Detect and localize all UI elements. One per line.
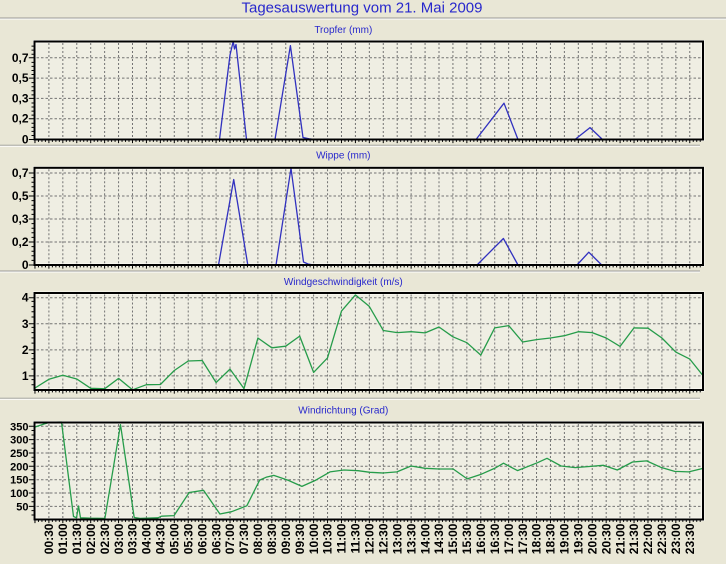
svg-text:350: 350 [10, 421, 28, 433]
svg-text:0,2: 0,2 [12, 112, 29, 126]
svg-text:06:30: 06:30 [209, 523, 223, 554]
svg-text:3: 3 [22, 317, 29, 331]
svg-text:08:30: 08:30 [265, 523, 279, 554]
svg-text:00:30: 00:30 [42, 523, 56, 554]
svg-text:Windrichtung (Grad): Windrichtung (Grad) [298, 406, 388, 417]
svg-text:09:30: 09:30 [293, 523, 307, 554]
svg-text:13:30: 13:30 [404, 523, 418, 554]
svg-text:05:30: 05:30 [181, 523, 195, 554]
svg-text:07:00: 07:00 [223, 523, 237, 554]
svg-text:1: 1 [22, 369, 29, 383]
svg-text:09:00: 09:00 [279, 523, 293, 554]
svg-text:21:00: 21:00 [613, 523, 627, 554]
svg-text:11:30: 11:30 [349, 523, 363, 553]
svg-text:17:30: 17:30 [516, 523, 530, 554]
svg-text:20:00: 20:00 [586, 523, 600, 554]
svg-text:0,7: 0,7 [12, 166, 29, 180]
svg-text:0,5: 0,5 [12, 189, 29, 203]
svg-text:0,2: 0,2 [12, 235, 29, 249]
svg-text:Tropfer (mm): Tropfer (mm) [314, 25, 372, 36]
svg-text:Wippe (mm): Wippe (mm) [316, 151, 370, 162]
svg-text:23:00: 23:00 [669, 523, 683, 554]
svg-text:02:30: 02:30 [98, 523, 112, 554]
svg-text:19:00: 19:00 [558, 523, 572, 554]
svg-text:01:00: 01:00 [56, 523, 70, 554]
svg-text:14:00: 14:00 [418, 523, 432, 554]
svg-text:12:30: 12:30 [377, 523, 391, 554]
svg-text:08:00: 08:00 [251, 523, 265, 554]
svg-text:200: 200 [10, 461, 28, 473]
svg-text:0,3: 0,3 [12, 212, 29, 226]
svg-text:22:30: 22:30 [655, 523, 669, 554]
svg-text:02:00: 02:00 [84, 523, 98, 554]
svg-text:0,5: 0,5 [12, 71, 29, 85]
svg-text:18:00: 18:00 [530, 523, 544, 554]
svg-text:23:30: 23:30 [683, 523, 697, 554]
svg-text:0,7: 0,7 [12, 51, 29, 65]
svg-text:11:00: 11:00 [335, 523, 349, 553]
svg-text:2: 2 [22, 343, 29, 357]
svg-text:Tagesauswertung vom 21. Mai 20: Tagesauswertung vom 21. Mai 2009 [242, 0, 483, 17]
svg-text:10:00: 10:00 [307, 523, 321, 554]
svg-text:150: 150 [10, 475, 28, 487]
svg-text:05:00: 05:00 [168, 523, 182, 554]
svg-text:14:30: 14:30 [432, 523, 446, 554]
svg-text:4: 4 [22, 291, 29, 305]
svg-text:16:00: 16:00 [474, 523, 488, 554]
svg-text:03:30: 03:30 [126, 523, 140, 554]
svg-text:07:30: 07:30 [237, 523, 251, 554]
svg-text:04:30: 04:30 [154, 523, 168, 554]
svg-text:19:30: 19:30 [572, 523, 586, 554]
svg-text:13:00: 13:00 [390, 523, 404, 554]
svg-text:100: 100 [10, 488, 28, 500]
svg-text:0: 0 [22, 133, 29, 147]
svg-text:17:00: 17:00 [502, 523, 516, 554]
svg-text:21:30: 21:30 [627, 523, 641, 554]
svg-text:50: 50 [16, 501, 28, 513]
svg-text:0: 0 [22, 258, 29, 272]
svg-text:20:30: 20:30 [599, 523, 613, 554]
svg-text:03:00: 03:00 [112, 523, 126, 554]
svg-text:22:00: 22:00 [641, 523, 655, 554]
svg-text:10:30: 10:30 [321, 523, 335, 554]
svg-text:15:30: 15:30 [460, 523, 474, 554]
svg-text:Windgeschwindigkeit (m/s): Windgeschwindigkeit (m/s) [284, 277, 403, 288]
svg-text:250: 250 [10, 448, 28, 460]
svg-text:06:00: 06:00 [195, 523, 209, 554]
svg-text:04:00: 04:00 [140, 523, 154, 554]
svg-text:01:30: 01:30 [70, 523, 84, 554]
svg-text:0,3: 0,3 [12, 91, 29, 105]
svg-text:18:30: 18:30 [544, 523, 558, 554]
svg-text:300: 300 [10, 435, 28, 447]
svg-text:16:30: 16:30 [488, 523, 502, 554]
svg-text:12:00: 12:00 [363, 523, 377, 554]
svg-text:15:00: 15:00 [446, 523, 460, 554]
